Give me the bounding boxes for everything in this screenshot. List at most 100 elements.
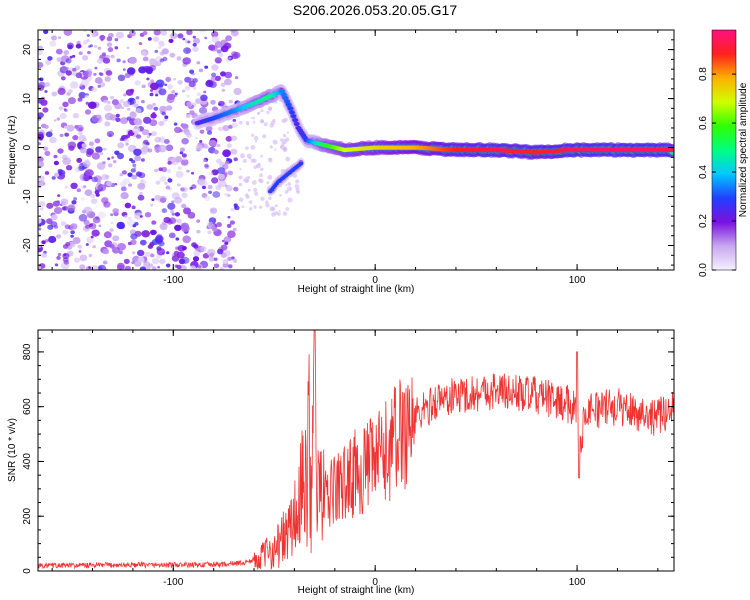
top-x-axis-label: Height of straight line (km) [298,284,415,295]
noise-blob [38,142,41,146]
top-y-axis-label: Frequency (Hz) [7,116,18,185]
noise-blob [205,145,210,149]
noise-blob [131,205,136,210]
noise-blob [71,200,77,205]
noise-blob [149,253,155,258]
noise-blob [91,176,98,183]
noise-blob [245,146,249,150]
noise-blob [38,49,43,56]
noise-blob [124,265,132,270]
noise-blob [224,71,233,79]
noise-blob [99,34,106,41]
noise-blob [38,266,42,270]
noise-blob [287,182,291,186]
noise-blob [259,173,263,178]
noise-blob [260,120,265,124]
noise-blob [151,257,160,265]
noise-blob [51,91,58,97]
noise-blob [39,77,44,82]
ridge-core [281,92,287,97]
noise-blob [214,57,222,64]
noise-blob [227,170,233,176]
noise-blob [146,104,154,110]
noise-blob [77,244,83,249]
noise-blob [144,251,151,257]
noise-blob [135,96,140,100]
noise-blob [70,182,78,189]
noise-blob [260,109,264,113]
noise-blob [85,169,94,177]
noise-blob [115,31,124,39]
noise-blob [281,142,285,146]
noise-blob [129,99,135,105]
noise-blob [138,192,143,196]
noise-blob [141,84,146,89]
noise-blob [124,215,128,218]
noise-blob [220,266,224,270]
noise-blob [133,118,143,126]
noise-blob [149,92,154,97]
noise-blob [143,261,151,268]
noise-blob [141,100,145,104]
noise-blob [205,125,213,132]
ridge-core [290,114,297,119]
noise-blob [110,221,114,225]
noise-blob [233,186,239,192]
noise-blob [192,46,199,52]
noise-blob [106,42,113,47]
noise-blob [171,212,175,216]
noise-blob [128,56,137,64]
noise-blob [83,206,93,214]
noise-blob [181,123,189,130]
bottom-x-ticks: -100 0 100 [51,330,659,588]
noise-blob [232,227,237,232]
noise-blob [146,77,150,81]
noise-blob [78,214,88,222]
noise-blob [183,47,191,54]
noise-blob [90,193,96,199]
noise-blob [212,191,221,198]
noise-blob [192,43,197,47]
noise-region [38,30,300,270]
noise-blob [155,93,159,97]
noise-blob [109,95,115,100]
noise-blob [51,176,56,180]
noise-blob [266,110,270,115]
noise-blob [87,51,91,55]
noise-blob [63,50,69,56]
noise-blob [157,266,161,269]
noise-blob [82,55,89,61]
noise-blob [166,219,173,225]
noise-blob [287,197,293,203]
noise-blob [187,40,191,44]
noise-blob [92,245,96,249]
top-x-ticks: -100 0 100 [51,30,659,286]
noise-blob [102,260,108,265]
noise-blob [137,194,145,201]
snr-frame [37,329,675,572]
noise-blob [62,205,69,211]
noise-blob [208,171,214,176]
noise-blob [54,172,60,178]
top-y-tick-label: 20 [22,44,33,56]
noise-blob [216,222,222,228]
noise-blob [155,149,160,153]
top-x-tick-label: 100 [569,275,586,286]
noise-blob [159,223,168,231]
noise-blob [265,200,269,204]
noise-blob [103,99,108,104]
noise-blob [114,183,118,186]
noise-blob [193,250,201,257]
noise-blob [121,170,127,175]
noise-blob [130,111,135,115]
noise-blob [158,120,165,127]
noise-blob [108,163,113,168]
noise-blob [259,179,264,184]
noise-blob [46,218,53,225]
noise-blob [149,119,158,127]
bottom-y-tick-label: 200 [22,507,33,524]
top-y-tick-label: 10 [22,93,33,105]
noise-blob [181,137,189,145]
noise-blob [271,212,276,217]
noise-blob [57,148,64,154]
